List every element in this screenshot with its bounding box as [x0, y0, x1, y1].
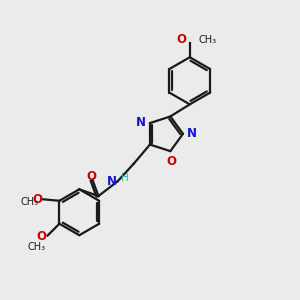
Text: N: N: [136, 116, 146, 129]
Text: O: O: [176, 33, 187, 46]
Text: O: O: [32, 193, 42, 206]
Text: CH₃: CH₃: [27, 242, 46, 252]
Text: N: N: [106, 175, 116, 188]
Text: CH₃: CH₃: [21, 197, 39, 207]
Text: O: O: [36, 230, 46, 243]
Text: CH₃: CH₃: [199, 34, 217, 45]
Text: O: O: [167, 155, 176, 168]
Text: H: H: [121, 173, 129, 183]
Text: O: O: [86, 169, 96, 182]
Text: N: N: [187, 127, 197, 140]
